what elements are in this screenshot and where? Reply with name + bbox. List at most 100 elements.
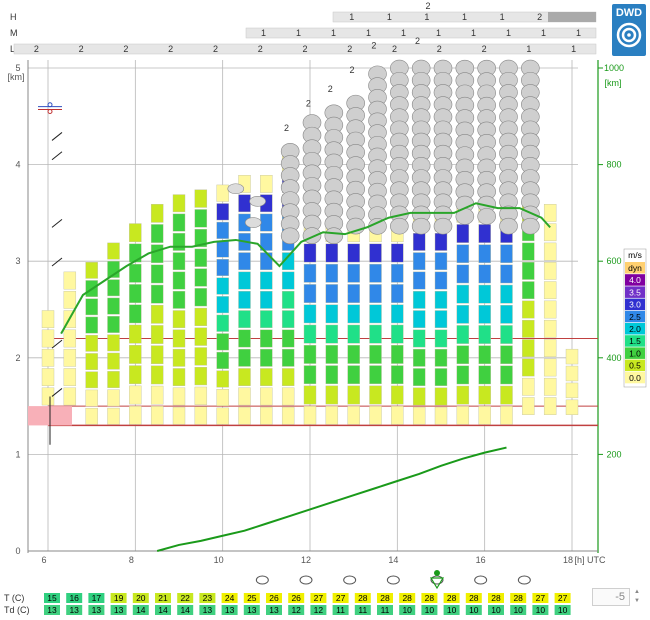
updraft-cell [369, 405, 382, 425]
updraft-cell [412, 290, 426, 309]
cumulus-label: 2 [284, 123, 289, 133]
updraft-cell [238, 387, 251, 406]
wind-barb [51, 257, 63, 267]
updraft-cell [478, 385, 491, 405]
updraft-cell [303, 263, 317, 283]
time-offset-stepper[interactable]: -5 [592, 588, 630, 606]
cloud-row-label-h: H [10, 12, 17, 22]
dewpoint-value: 10 [513, 605, 523, 615]
updraft-cell [543, 223, 557, 242]
updraft-cell [129, 284, 142, 303]
updraft-cell [434, 233, 448, 251]
dewpoint-cell [443, 605, 460, 615]
updraft-cell [85, 389, 98, 407]
updraft-cell [107, 371, 120, 388]
visibility-tick-label: 400 [606, 353, 621, 363]
updraft-cell [456, 284, 470, 304]
updraft-cell [478, 244, 491, 264]
updraft-cell [325, 263, 339, 283]
dewpoint-cell [488, 605, 504, 615]
updraft-cell [325, 405, 339, 425]
cloud-row-bar-l [13, 43, 597, 55]
cloud-row-value-h: 1 [462, 12, 467, 22]
updraft-cell [281, 252, 295, 271]
cloud-row-highlight [548, 12, 596, 22]
cumulus-label: 2 [328, 84, 333, 94]
updraft-cell [303, 345, 317, 364]
dewpoint-value: 10 [558, 605, 568, 615]
updraft-cell [216, 370, 229, 388]
temperature-cell [288, 593, 305, 603]
updraft-cell [303, 243, 317, 263]
temperature-cell [132, 593, 149, 603]
temperature-cell [199, 593, 216, 603]
chevron-up-icon[interactable]: ▲ [634, 589, 640, 595]
updraft-cell [129, 324, 142, 344]
updraft-cell [543, 339, 557, 358]
cloud-row-value-l: 2 [123, 44, 128, 54]
dewpoint-cell [177, 605, 194, 615]
legend-label: 0.5 [629, 361, 641, 371]
cloud-row-value-m: 1 [296, 28, 301, 38]
stepper-arrows[interactable]: ▲ ▼ [632, 588, 642, 606]
x-tick-label: 10 [214, 555, 224, 565]
updraft-cell [107, 279, 120, 297]
updraft-cell [172, 348, 186, 367]
updraft-cell [63, 348, 77, 367]
cumulus-cloud-element [302, 227, 322, 244]
updraft-cell [303, 324, 317, 344]
updraft-cell [456, 365, 470, 385]
temperature-cell [177, 593, 194, 603]
updraft-cell [238, 194, 251, 213]
temperature-value: 26 [269, 593, 279, 603]
cumulus-label: 2 [306, 99, 311, 109]
updraft-cell [347, 324, 360, 344]
dwd-logo-text: DWD [615, 7, 643, 19]
temperature-cell [377, 593, 393, 603]
updraft-cell [281, 348, 295, 367]
y-tick-label: 2 [15, 353, 20, 363]
updraft-cell [325, 345, 339, 364]
legend-label: 0.0 [629, 373, 641, 383]
updraft-cell [369, 345, 382, 364]
cumulus-cloud-element [280, 227, 300, 245]
dewpoint-value: 13 [225, 605, 235, 615]
updraft-cell [522, 339, 535, 358]
updraft-cell [216, 259, 229, 277]
wind-barb [51, 388, 63, 397]
cloud-row-value-l: 2 [302, 44, 307, 54]
temperature-value: 27 [536, 593, 546, 603]
updraft-cell [325, 284, 339, 303]
dewpoint-cell [532, 605, 549, 615]
updraft-cell [260, 290, 273, 309]
updraft-cell [281, 310, 295, 329]
chevron-down-icon[interactable]: ▼ [634, 598, 640, 604]
cloud-row-value-m: 1 [541, 28, 546, 38]
updraft-cell [194, 268, 208, 287]
updraft-cell [216, 221, 229, 239]
x-tick-label: 14 [388, 555, 398, 565]
cloud-row-value-m: 1 [366, 28, 371, 38]
updraft-cell [347, 385, 360, 405]
updraft-cell [478, 345, 491, 365]
updraft-cell [543, 358, 557, 377]
updraft-cell [543, 319, 557, 338]
updraft-cell [456, 305, 470, 324]
cumulus-cloud-element [521, 217, 540, 235]
dewpoint-value: 12 [291, 605, 301, 615]
updraft-cell [129, 223, 142, 243]
cloud-row-value-m: 1 [401, 28, 406, 38]
updraft-cell [303, 304, 317, 324]
temperature-value: 28 [447, 593, 457, 603]
dewpoint-row-label: Td (C) [4, 605, 30, 615]
legend-swatch [625, 359, 645, 372]
x-tick-label: 12 [301, 555, 311, 565]
updraft-cell [172, 310, 186, 329]
dewpoint-value: 13 [269, 605, 279, 615]
cloud-row-label-l: L [10, 44, 15, 54]
updraft-cell [194, 347, 208, 366]
dewpoint-value: 14 [180, 605, 190, 615]
updraft-cell [172, 406, 186, 425]
updraft-cell [281, 329, 295, 348]
temperature-value: 17 [92, 593, 102, 603]
